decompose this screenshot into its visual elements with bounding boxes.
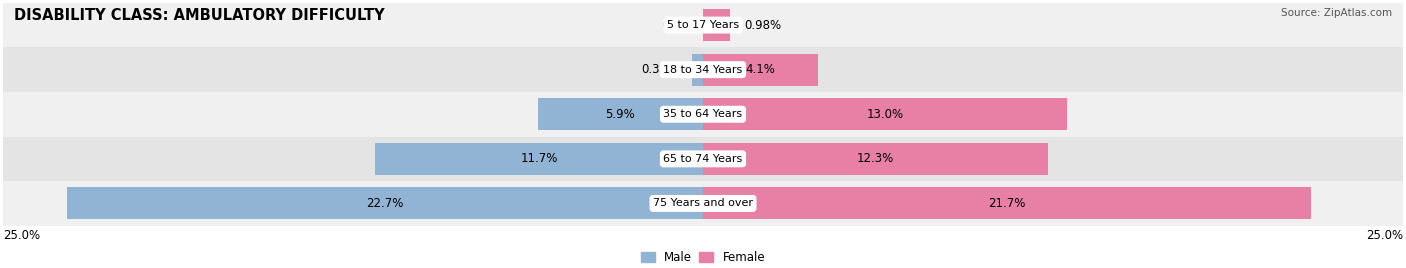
Bar bbox=[703, 187, 1310, 219]
Bar bbox=[375, 143, 703, 175]
Text: 65 to 74 Years: 65 to 74 Years bbox=[664, 154, 742, 164]
Text: 18 to 34 Years: 18 to 34 Years bbox=[664, 65, 742, 75]
Text: Source: ZipAtlas.com: Source: ZipAtlas.com bbox=[1281, 8, 1392, 18]
Text: 12.3%: 12.3% bbox=[856, 152, 894, 165]
Text: DISABILITY CLASS: AMBULATORY DIFFICULTY: DISABILITY CLASS: AMBULATORY DIFFICULTY bbox=[14, 8, 385, 23]
Text: 5 to 17 Years: 5 to 17 Years bbox=[666, 20, 740, 30]
Text: 0.98%: 0.98% bbox=[744, 18, 782, 32]
Text: 25.0%: 25.0% bbox=[1367, 229, 1403, 242]
Bar bbox=[3, 137, 1403, 181]
Bar bbox=[703, 143, 1047, 175]
Bar bbox=[3, 181, 1403, 226]
Bar bbox=[3, 47, 1403, 92]
Bar bbox=[3, 3, 1403, 47]
Text: 25.0%: 25.0% bbox=[3, 229, 39, 242]
Text: 0.0%: 0.0% bbox=[662, 18, 692, 32]
Text: 35 to 64 Years: 35 to 64 Years bbox=[664, 109, 742, 119]
Legend: Male, Female: Male, Female bbox=[636, 247, 770, 268]
Bar bbox=[67, 187, 703, 219]
Bar bbox=[703, 98, 1067, 130]
Text: 75 Years and over: 75 Years and over bbox=[652, 198, 754, 209]
Text: 22.7%: 22.7% bbox=[367, 197, 404, 210]
Text: 11.7%: 11.7% bbox=[520, 152, 558, 165]
Text: 21.7%: 21.7% bbox=[988, 197, 1025, 210]
Text: 4.1%: 4.1% bbox=[745, 63, 775, 76]
Bar bbox=[692, 54, 703, 86]
Bar bbox=[703, 9, 731, 41]
Text: 0.38%: 0.38% bbox=[641, 63, 678, 76]
Bar bbox=[3, 92, 1403, 137]
Text: 13.0%: 13.0% bbox=[866, 108, 904, 121]
Bar bbox=[703, 54, 818, 86]
Text: 5.9%: 5.9% bbox=[606, 108, 636, 121]
Bar bbox=[537, 98, 703, 130]
